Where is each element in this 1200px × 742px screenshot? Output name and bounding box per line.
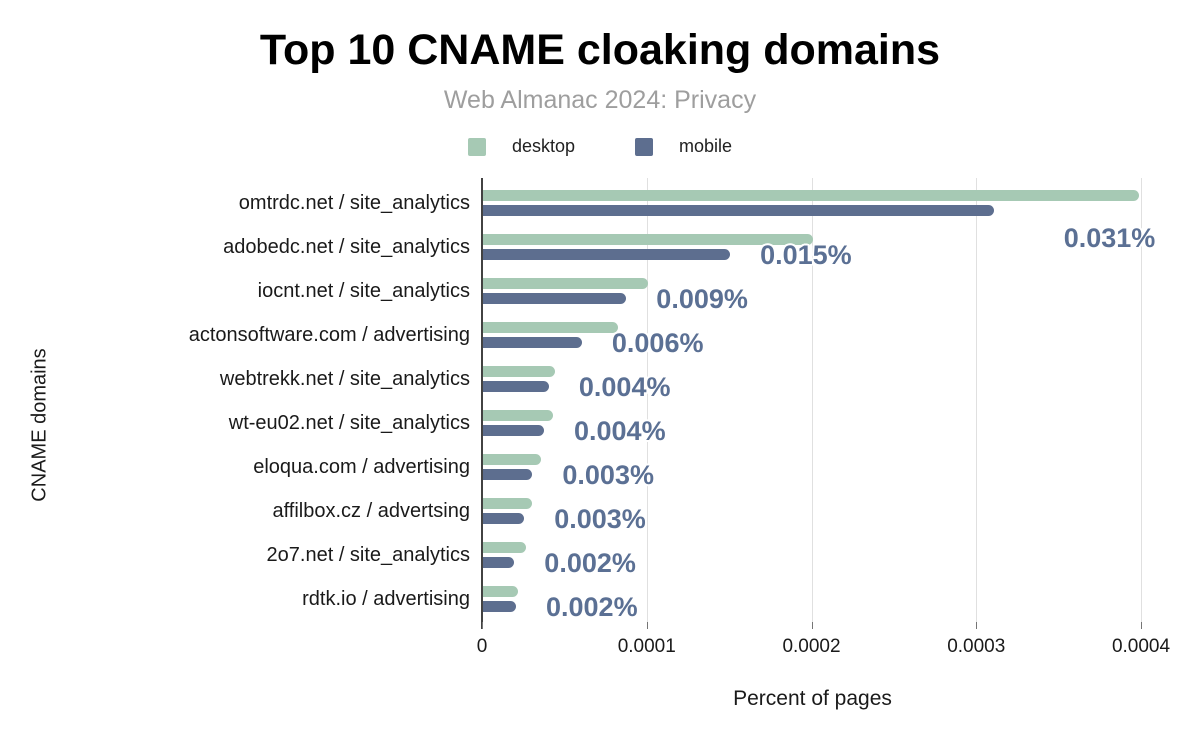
value-label: 0.002% xyxy=(544,547,636,578)
chart-title: Top 10 CNAME cloaking domains xyxy=(259,26,941,74)
legend-swatch-mobile-icon xyxy=(635,137,653,156)
bar-mobile xyxy=(483,513,525,524)
y-axis-line xyxy=(481,178,483,629)
value-label: 0.004% xyxy=(574,415,666,446)
category-label: actonsoftware.com / advertising xyxy=(188,324,470,346)
bar-desktop xyxy=(483,586,519,597)
chart-subtitle: Web Almanac 2024: Privacy xyxy=(443,86,757,114)
category-label: omtrdc.net / site_analytics xyxy=(238,192,470,214)
value-label: 0.006% xyxy=(611,327,704,358)
bar-desktop xyxy=(483,454,541,465)
value-label: 0.003% xyxy=(554,503,646,534)
legend-label-mobile: mobile xyxy=(679,136,733,156)
bar-desktop xyxy=(483,278,648,289)
gridline xyxy=(646,178,648,622)
bar-desktop xyxy=(483,366,555,377)
legend-item-desktop: desktop xyxy=(467,136,575,157)
axis-tick xyxy=(976,622,978,629)
bar-desktop xyxy=(483,498,532,509)
legend: desktop mobile xyxy=(0,136,1200,157)
bar-desktop xyxy=(483,542,526,553)
gridline xyxy=(1141,178,1142,622)
value-label: 0.031% xyxy=(1063,222,1156,253)
x-tick-label: 0.0004 xyxy=(1111,636,1171,657)
y-axis-title: CNAME domains xyxy=(28,348,51,502)
category-label: rdtk.io / advertising xyxy=(302,588,470,610)
value-label: 0.003% xyxy=(562,459,654,490)
bar-mobile xyxy=(483,337,582,348)
bar-desktop xyxy=(483,234,813,245)
value-label: 0.004% xyxy=(578,371,671,402)
bar-desktop xyxy=(483,322,619,333)
bar-mobile xyxy=(483,601,516,612)
x-tick-label: 0.0002 xyxy=(782,636,841,657)
bar-mobile xyxy=(483,469,533,480)
axis-tick xyxy=(811,622,813,629)
axis-tick xyxy=(482,622,483,629)
category-label: affilbox.cz / advertsing xyxy=(272,500,470,522)
category-label: eloqua.com / advertising xyxy=(253,456,470,478)
bar-desktop xyxy=(483,410,553,421)
x-tick-label: 0.0001 xyxy=(617,636,676,657)
bar-mobile xyxy=(483,381,549,392)
value-label: 0.002% xyxy=(546,591,638,622)
gridline xyxy=(976,178,978,622)
value-label: 0.015% xyxy=(760,239,852,270)
legend-label-desktop: desktop xyxy=(511,136,575,156)
bar-mobile xyxy=(483,205,994,216)
axis-tick xyxy=(646,622,648,629)
value-label: 0.009% xyxy=(656,283,748,314)
legend-item-mobile: mobile xyxy=(635,136,732,157)
gridline xyxy=(811,178,813,622)
category-label: adobedc.net / site_analytics xyxy=(223,236,470,258)
bar-mobile xyxy=(483,293,627,304)
bar-mobile xyxy=(483,557,515,568)
bar-mobile xyxy=(483,249,731,260)
bar-desktop xyxy=(483,190,1139,201)
legend-swatch-desktop-icon xyxy=(467,137,486,156)
axis-tick xyxy=(1141,622,1142,629)
category-label: iocnt.net / site_analytics xyxy=(257,280,470,302)
bar-mobile xyxy=(483,425,544,436)
category-label: webtrekk.net / site_analytics xyxy=(219,368,470,390)
category-label: 2o7.net / site_analytics xyxy=(266,544,470,566)
x-tick-label: 0 xyxy=(476,636,488,657)
x-tick-label: 0.0003 xyxy=(947,636,1006,657)
category-label: wt-eu02.net / site_analytics xyxy=(228,412,470,434)
x-axis-title: Percent of pages xyxy=(733,687,892,710)
